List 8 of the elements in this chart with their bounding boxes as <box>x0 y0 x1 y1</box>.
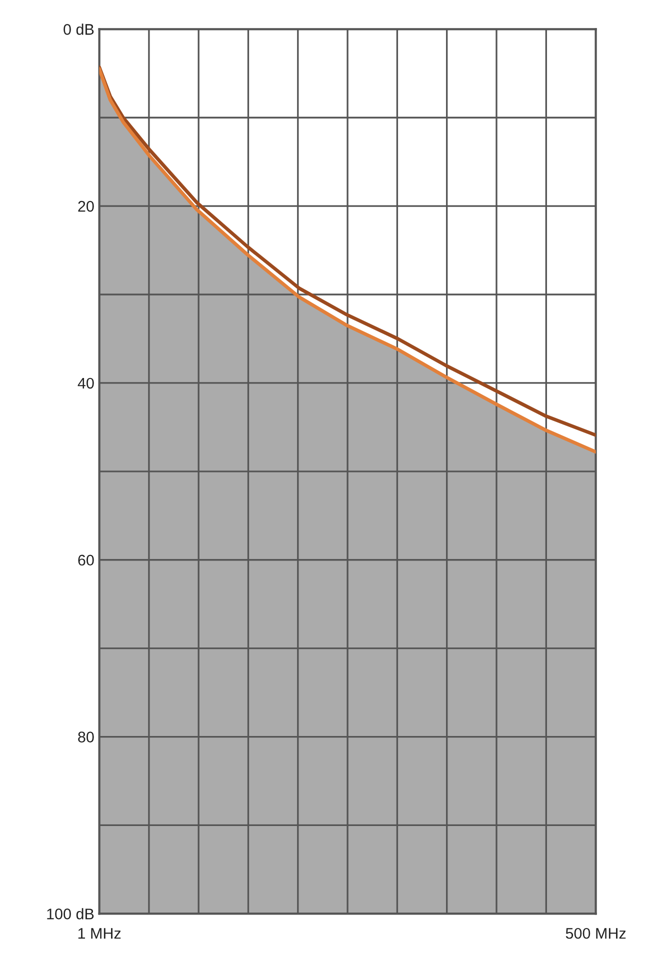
x-tick-label: 500 MHz <box>566 928 626 939</box>
y-tick-label: 80 <box>78 732 94 742</box>
y-tick-label: 0 dB <box>64 24 94 35</box>
y-tick-label: 40 <box>78 378 94 389</box>
y-tick-label: 20 <box>78 200 94 212</box>
y-tick-label: 100 dB <box>47 908 94 920</box>
y-tick-label: 60 <box>78 554 94 566</box>
x-tick-label: 1 MHz <box>78 928 121 939</box>
